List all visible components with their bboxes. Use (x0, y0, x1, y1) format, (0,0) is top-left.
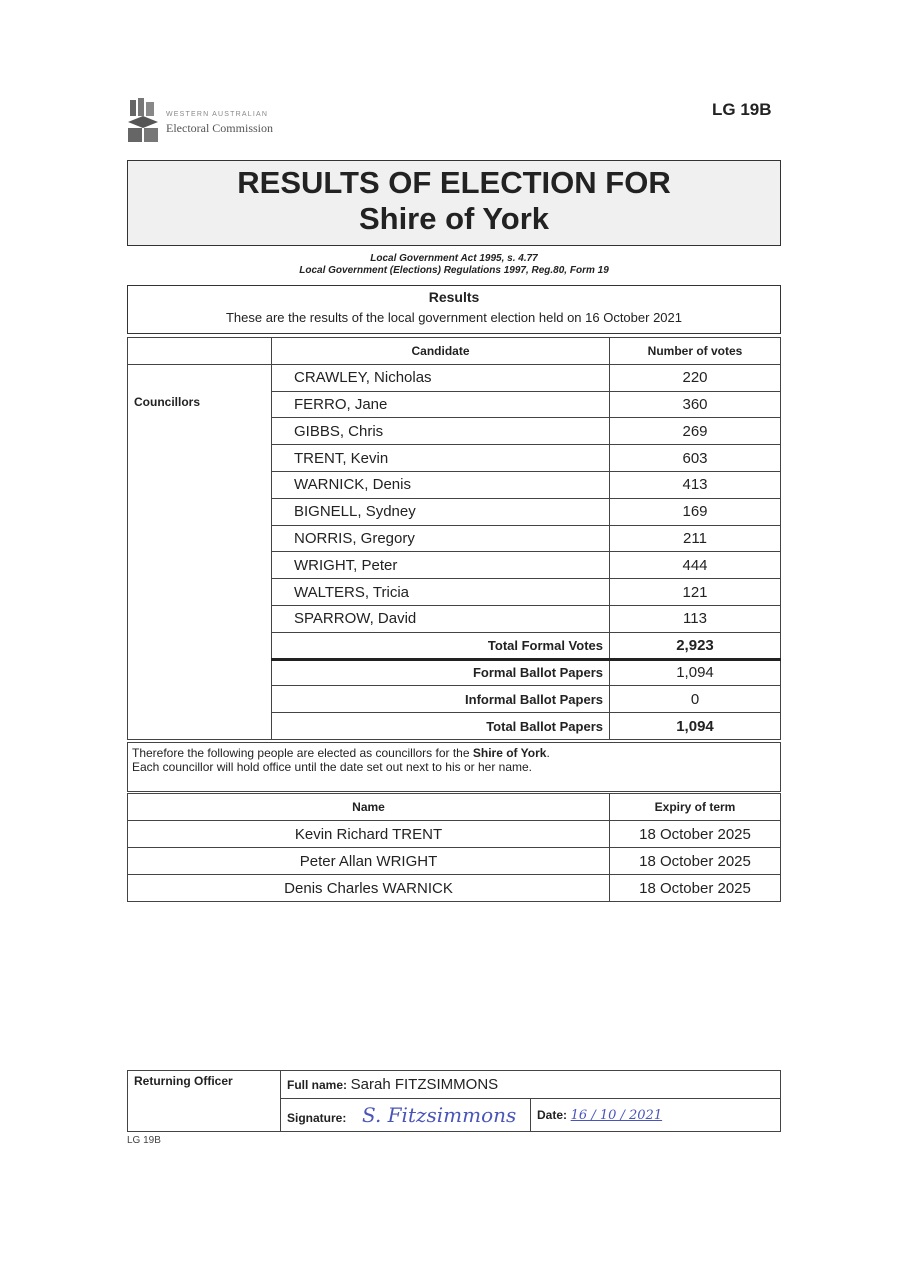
full-name-cell: Full name: Sarah FITZSIMMONS (280, 1070, 781, 1099)
results-box: Results These are the results of the loc… (127, 285, 781, 334)
formal-ballot-label: Formal Ballot Papers (271, 658, 610, 687)
elected-shire: Shire of York (472, 746, 547, 760)
table-row: NORRIS, Gregory 211 (128, 524, 781, 553)
elected-name: Peter Allan WRIGHT (127, 847, 610, 875)
table-row: TRENT, Kevin 603 (128, 444, 781, 472)
candidate-votes: 113 (609, 604, 781, 633)
elected-row: Denis Charles WARNICK 18 October 2025 (127, 874, 781, 902)
title-line2: Shire of York (358, 201, 550, 236)
category-label: Councillors (127, 363, 272, 740)
full-name: Sarah FITZSIMMONS (350, 1076, 499, 1093)
legislation: Local Government Act 1995, s. 4.77 Local… (127, 253, 781, 277)
wa-electoral-commission-logo-icon (128, 98, 158, 142)
candidate-votes: 444 (609, 551, 781, 580)
candidate-votes: 121 (609, 578, 781, 606)
col-candidate: Candidate (271, 337, 610, 365)
col-votes: Number of votes (609, 337, 781, 365)
signature-cell: Signature: S. Fitzsimmons (280, 1098, 531, 1132)
title-line1: RESULTS OF ELECTION FOR (237, 165, 671, 200)
legislation-line2: Local Government (Elections) Regulations… (299, 265, 609, 276)
elected-expiry: 18 October 2025 (609, 820, 781, 848)
informal-ballot-value: 0 (609, 685, 781, 714)
candidate-name: WALTERS, Tricia (271, 578, 610, 606)
elected-statement: Therefore the following people are elect… (127, 742, 781, 792)
total-ballot-label: Total Ballot Papers (271, 712, 610, 740)
candidate-name: WRIGHT, Peter (271, 551, 610, 580)
informal-ballot-label: Informal Ballot Papers (271, 685, 610, 714)
candidate-name: NORRIS, Gregory (271, 524, 610, 553)
summary-row: Total Ballot Papers 1,094 (128, 712, 781, 740)
candidate-name: BIGNELL, Sydney (271, 497, 610, 526)
candidate-name: FERRO, Jane (271, 390, 610, 419)
table-row: WALTERS, Tricia 121 (128, 578, 781, 606)
formal-ballot-value: 1,094 (609, 658, 781, 687)
total-formal-votes-value: 2,923 (609, 631, 781, 661)
candidate-votes: 220 (609, 363, 781, 392)
elected-name: Kevin Richard TRENT (127, 820, 610, 848)
date: 16 / 10 / 2021 (570, 1108, 663, 1123)
returning-officer-table: Returning Officer Full name: Sarah FITZS… (127, 1070, 781, 1132)
table-header: Candidate Number of votes (127, 337, 781, 365)
elected-table: Name Expiry of term Kevin Richard TRENT 1… (127, 793, 781, 902)
footer-code: LG 19B (127, 1135, 161, 1146)
returning-officer-label: Returning Officer (127, 1070, 281, 1132)
elected-expiry: 18 October 2025 (609, 874, 781, 902)
elected-row: Peter Allan WRIGHT 18 October 2025 (127, 847, 781, 875)
candidate-votes: 211 (609, 524, 781, 553)
table-row: WRIGHT, Peter 444 (128, 551, 781, 580)
col-expiry: Expiry of term (609, 793, 781, 821)
candidate-name: TRENT, Kevin (271, 444, 610, 472)
summary-row: Formal Ballot Papers 1,094 (128, 658, 781, 687)
candidate-votes: 269 (609, 417, 781, 446)
table-row: FERRO, Jane 360 (128, 390, 781, 419)
table-row: WARNICK, Denis 413 (128, 470, 781, 499)
logo-text-line2: Electoral Commission (166, 121, 273, 135)
title-box: RESULTS OF ELECTION FOR Shire of York (127, 160, 781, 246)
table-row: SPARROW, David 113 (128, 604, 781, 633)
col-name: Name (127, 793, 610, 821)
total-ballot-value: 1,094 (609, 712, 781, 740)
table-row: BIGNELL, Sydney 169 (128, 497, 781, 526)
results-table: Candidate Number of votes Councillors CRA… (127, 337, 781, 740)
date-cell: Date: 16 / 10 / 2021 (530, 1098, 781, 1132)
summary-row: Total Formal Votes 2,923 (128, 631, 781, 661)
candidate-votes: 360 (609, 390, 781, 419)
signature: S. Fitzsimmons (361, 1103, 517, 1127)
candidate-name: WARNICK, Denis (271, 470, 610, 499)
summary-row: Informal Ballot Papers 0 (128, 685, 781, 714)
candidate-votes: 413 (609, 470, 781, 499)
results-subtitle: These are the results of the local gover… (225, 310, 682, 325)
logo-text-line1: WESTERN AUSTRALIAN (166, 111, 269, 118)
table-row: Councillors CRAWLEY, Nicholas 220 (127, 363, 781, 740)
elected-expiry: 18 October 2025 (609, 847, 781, 875)
elected-name: Denis Charles WARNICK (127, 874, 610, 902)
candidate-name: GIBBS, Chris (271, 417, 610, 446)
candidate-name: CRAWLEY, Nicholas (271, 363, 610, 392)
total-formal-votes-label: Total Formal Votes (271, 631, 610, 661)
candidate-name: SPARROW, David (271, 604, 610, 633)
elected-row: Kevin Richard TRENT 18 October 2025 (127, 820, 781, 848)
candidate-votes: 169 (609, 497, 781, 526)
form-code: LG 19B (712, 100, 772, 119)
legislation-line1: Local Government Act 1995, s. 4.77 (370, 253, 538, 264)
candidate-votes: 603 (609, 444, 781, 472)
results-heading: Results (428, 289, 480, 305)
